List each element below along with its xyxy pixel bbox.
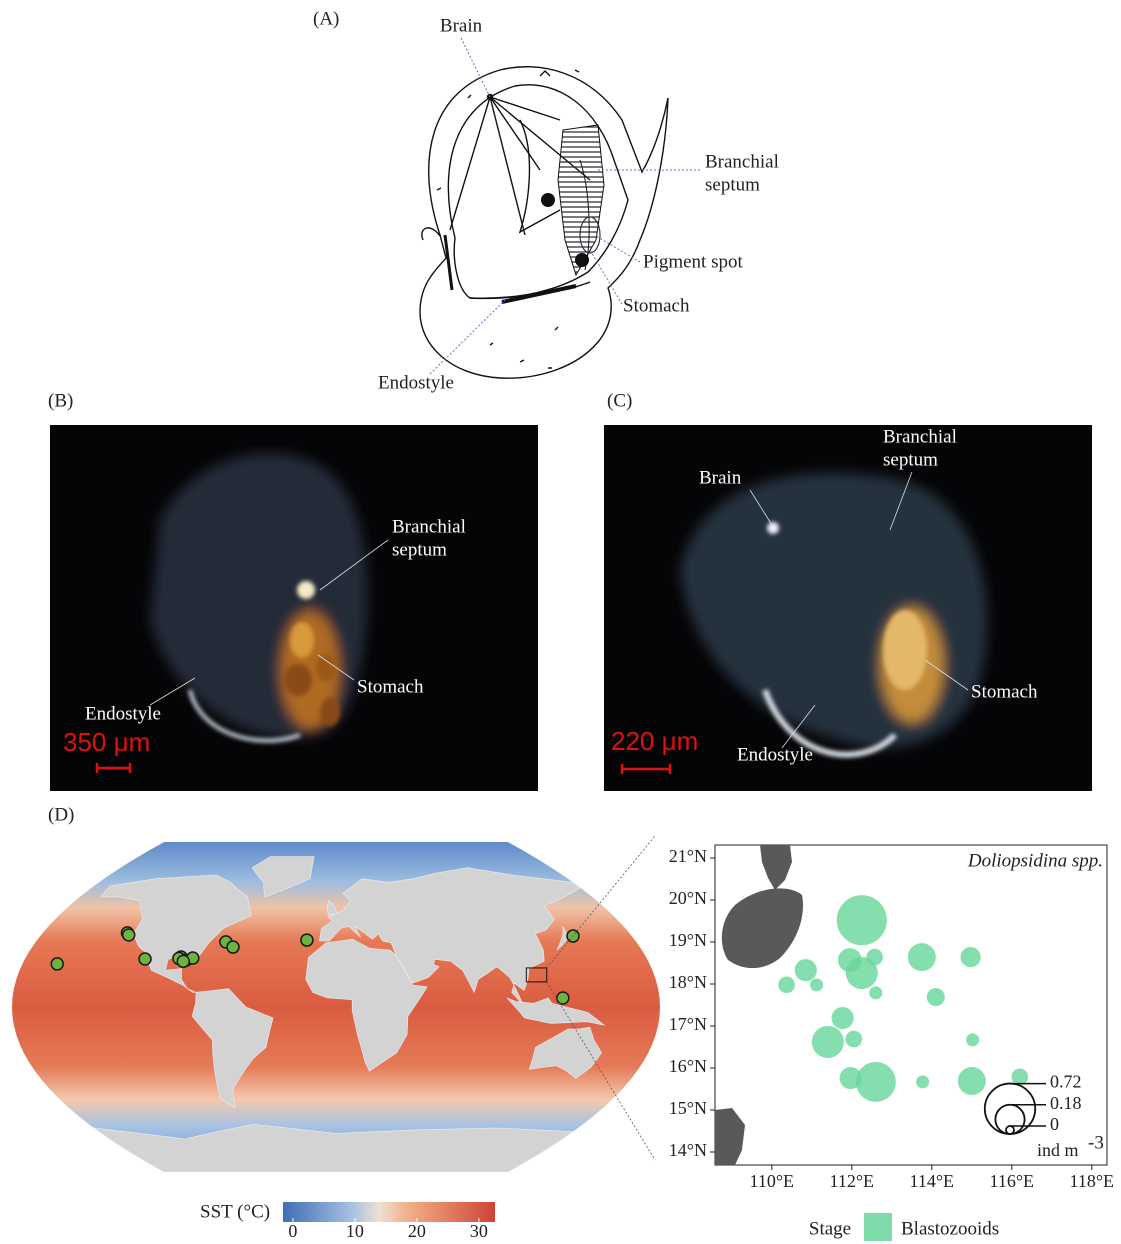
label: Branchial bbox=[392, 516, 466, 537]
bubble bbox=[856, 1062, 896, 1102]
y-tick-label: 16°N bbox=[669, 1056, 707, 1076]
y-tick-label: 14°N bbox=[669, 1140, 707, 1160]
y-tick-label: 18°N bbox=[669, 972, 707, 992]
label: Brain bbox=[699, 467, 742, 488]
bubble bbox=[927, 988, 945, 1006]
map-title: Doliopsidina spp. bbox=[967, 850, 1103, 871]
occurrence-point bbox=[177, 955, 189, 967]
colorbar-title: SST (°C) bbox=[200, 1201, 270, 1222]
figure: (A) Brain Branchial septum Pigment spot … bbox=[0, 0, 1121, 1244]
label: Endostyle bbox=[378, 372, 454, 393]
colorbar-tick-label: 20 bbox=[408, 1221, 426, 1241]
occurrence-point bbox=[557, 992, 569, 1004]
occurrence-point bbox=[227, 941, 239, 953]
occurrence-point bbox=[139, 953, 151, 965]
bubble bbox=[845, 1031, 862, 1048]
world-map bbox=[12, 842, 660, 1172]
panel-label: (B) bbox=[48, 390, 73, 411]
label: Branchial bbox=[883, 426, 957, 447]
size-legend-label: 0 bbox=[1050, 1114, 1059, 1134]
panel-label: (C) bbox=[607, 390, 632, 411]
colorbar-tick-label: 30 bbox=[470, 1221, 488, 1241]
bubble bbox=[866, 949, 883, 966]
bubble bbox=[840, 1067, 862, 1089]
x-tick-label: 116°E bbox=[990, 1171, 1035, 1191]
legend-label: Blastozooids bbox=[901, 1218, 999, 1239]
label: septum bbox=[883, 449, 938, 470]
bubble bbox=[832, 1007, 854, 1029]
pigment-blot bbox=[575, 253, 589, 267]
label: Stomach bbox=[623, 295, 690, 316]
bubble bbox=[778, 977, 795, 994]
colorbar-tick-label: 10 bbox=[346, 1221, 364, 1241]
panel-label: (D) bbox=[48, 804, 74, 825]
label: Stomach bbox=[971, 681, 1038, 702]
bubble bbox=[869, 986, 882, 999]
x-tick-label: 112°E bbox=[830, 1171, 875, 1191]
bubble bbox=[795, 959, 817, 981]
pigment-blot bbox=[541, 193, 555, 207]
colorbar bbox=[283, 1202, 495, 1222]
scale-bar-label: 220 μm bbox=[611, 726, 698, 756]
panel-a: (A) Brain Branchial septum Pigment spot … bbox=[313, 8, 779, 393]
x-tick-label: 110°E bbox=[750, 1171, 795, 1191]
occurrence-point bbox=[51, 958, 63, 970]
size-legend-unit-exponent: -3 bbox=[1088, 1132, 1104, 1153]
bubble bbox=[960, 947, 980, 967]
label: Pigment spot bbox=[643, 251, 743, 272]
branchial-septum-drawing bbox=[558, 125, 604, 275]
label: Endostyle bbox=[737, 744, 813, 765]
bubble bbox=[916, 1075, 929, 1088]
label: Brain bbox=[440, 15, 483, 36]
size-legend-label: 0.72 bbox=[1050, 1072, 1082, 1092]
y-tick-label: 20°N bbox=[669, 888, 707, 908]
legend-title: Stage bbox=[809, 1218, 851, 1239]
bubble bbox=[966, 1033, 979, 1046]
y-tick-label: 17°N bbox=[669, 1014, 707, 1034]
size-legend-label: 0.18 bbox=[1050, 1093, 1082, 1113]
doliolid-drawing bbox=[420, 67, 668, 378]
panel-b: (B) Branchial septum Stomach Endostyle 3… bbox=[48, 390, 538, 791]
bubble bbox=[908, 943, 936, 971]
y-tick-label: 15°N bbox=[669, 1098, 707, 1118]
occurrence-point bbox=[123, 929, 135, 941]
x-tick-label: 114°E bbox=[910, 1171, 955, 1191]
size-legend-unit: ind m bbox=[1037, 1140, 1079, 1160]
scale-bar-label: 350 μm bbox=[63, 727, 150, 757]
label: Branchial bbox=[705, 151, 779, 172]
y-tick-label: 19°N bbox=[669, 930, 707, 950]
label: Endostyle bbox=[85, 703, 161, 724]
y-tick-label: 21°N bbox=[669, 846, 707, 866]
label: septum bbox=[392, 539, 447, 560]
panel-label: (A) bbox=[313, 8, 339, 29]
panel-c: (C) Brain Branchial septum Stomach Endos… bbox=[604, 390, 1092, 791]
occurrence-point bbox=[301, 934, 313, 946]
bubble bbox=[1011, 1068, 1028, 1085]
label: septum bbox=[705, 174, 760, 195]
bubble bbox=[812, 1026, 844, 1058]
bubble bbox=[837, 895, 887, 945]
x-tick-label: 118°E bbox=[1070, 1171, 1115, 1191]
bubble bbox=[958, 1067, 986, 1095]
label: Stomach bbox=[357, 676, 424, 697]
inset-map: Doliopsidina spp. 0.720.180 ind m -3 bbox=[715, 845, 1107, 1165]
bubble bbox=[810, 978, 823, 991]
colorbar-tick-label: 0 bbox=[288, 1221, 297, 1241]
legend-swatch bbox=[864, 1213, 892, 1241]
